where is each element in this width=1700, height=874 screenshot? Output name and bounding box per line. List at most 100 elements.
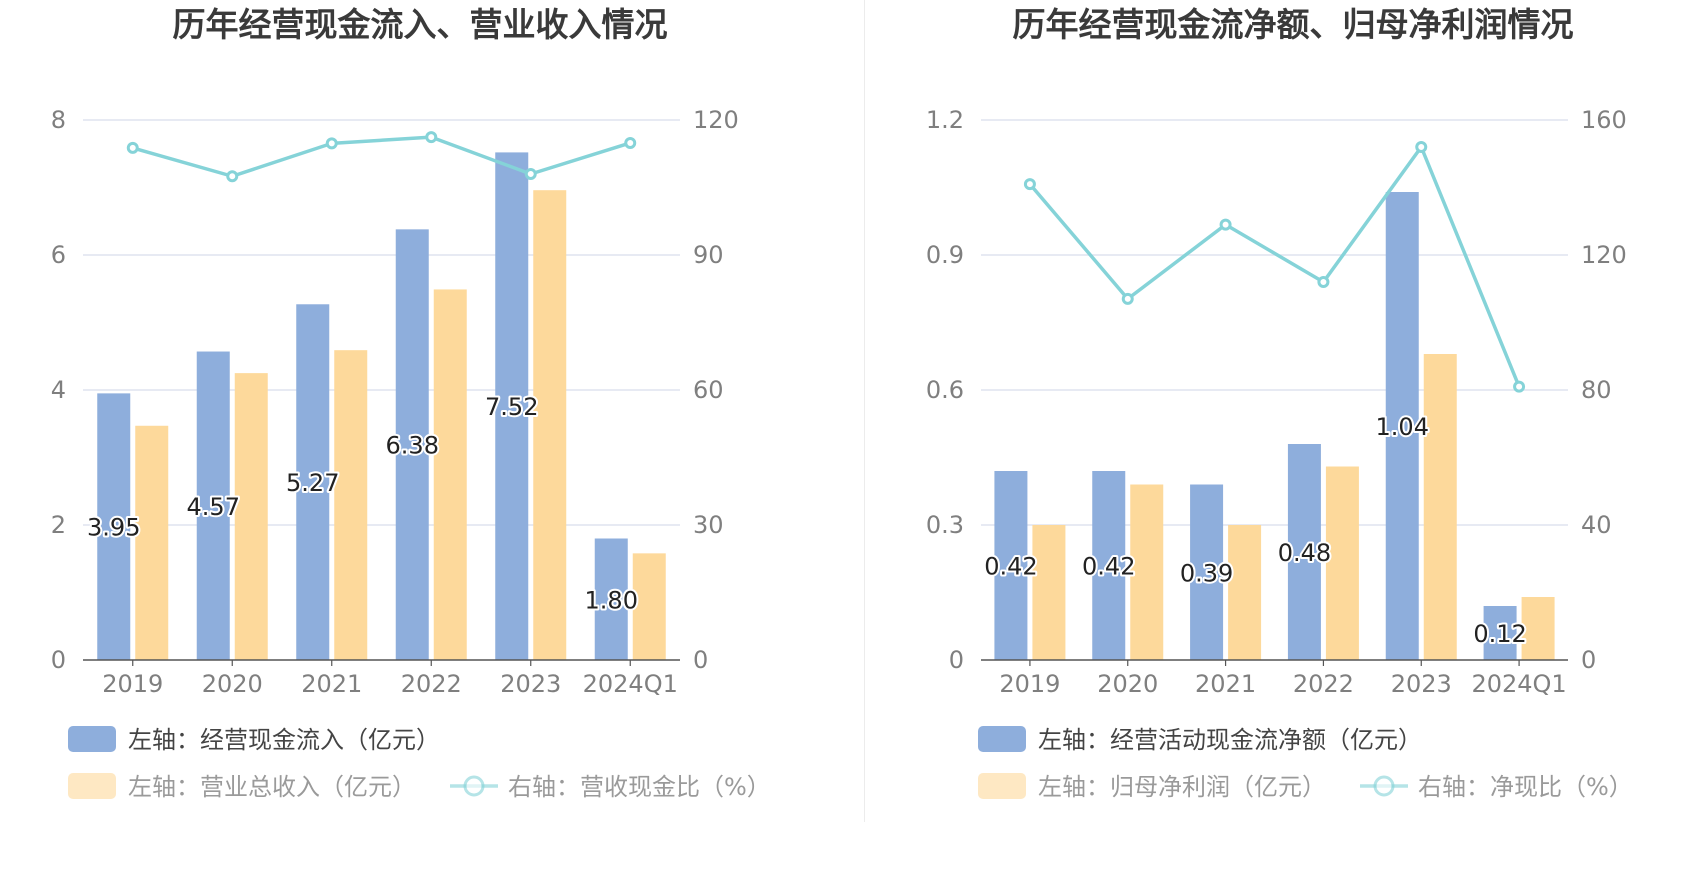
y-left-tick-label: 0.3 [926, 511, 964, 539]
data-label: 0.48 [1278, 539, 1331, 567]
legend-label: 左轴：经营活动现金流净额（亿元） [1038, 726, 1422, 754]
data-label: 1.80 [585, 586, 638, 614]
y-left-tick-label: 1.2 [926, 106, 964, 134]
line-point [524, 168, 537, 180]
chart-title: 历年经营现金流净额、归母净利润情况 [1013, 5, 1574, 44]
y-right-tick-label: 30 [693, 511, 724, 539]
bar-primary [97, 393, 131, 660]
line-point [325, 137, 338, 150]
chart-panel-cash-inflow: 历年经营现金流入、营业收入情况 0 0 2 30 4 60 6 90 8 120 2019 2020 20… [51, 5, 771, 801]
y-right-tick-label: 0 [1581, 646, 1596, 674]
x-tick-label: 2022 [401, 670, 462, 698]
bar-secondary [1325, 466, 1359, 660]
bar-primary [1092, 471, 1126, 660]
legend-label: 左轴：归母净利润（亿元） [1038, 773, 1326, 801]
bar-secondary [234, 373, 268, 660]
bar-secondary [1032, 525, 1066, 660]
panel-divider [864, 0, 865, 822]
bar-primary [1190, 484, 1224, 660]
bar-secondary [1423, 354, 1457, 660]
y-right-tick-label: 80 [1581, 376, 1612, 404]
data-label: 5.27 [286, 469, 339, 497]
legend-label: 右轴：营收现金比（%） [508, 773, 771, 801]
line-point [624, 136, 637, 149]
chart-cash-inflow-revenue: 历年经营现金流入、营业收入情况 0 0 2 30 4 60 6 90 8 120 2019 2020 20… [51, 5, 771, 801]
bar-secondary [1521, 597, 1555, 660]
line-point [425, 131, 438, 144]
legend-swatch-bar-secondary [68, 773, 116, 799]
data-label: 0.42 [984, 553, 1037, 581]
y-left-tick-label: 0 [949, 646, 964, 674]
legend-swatch-bar-primary [68, 726, 116, 752]
x-tick-label: 2024Q1 [1471, 670, 1566, 698]
data-label: 0.42 [1082, 553, 1135, 581]
y-left-tick-label: 2 [51, 511, 66, 539]
y-right-tick-label: 40 [1581, 511, 1612, 539]
legend-label: 左轴：经营现金流入（亿元） [128, 726, 440, 754]
x-tick-label: 2020 [202, 670, 263, 698]
x-tick-label: 2022 [1293, 670, 1354, 698]
bar-primary [1385, 192, 1419, 660]
data-label: 0.12 [1473, 620, 1526, 648]
bar-primary [196, 351, 230, 660]
bar-secondary [334, 350, 368, 660]
y-left-tick-label: 6 [51, 241, 66, 269]
x-tick-label: 2019 [102, 670, 163, 698]
y-left-tick-label: 0.6 [926, 376, 964, 404]
bar-secondary [135, 425, 169, 660]
legend-swatch-bar-secondary [978, 773, 1026, 799]
line-point [1023, 178, 1036, 191]
line-point [1415, 141, 1428, 153]
bar-primary [1287, 444, 1321, 660]
chart-panel-net-cash: 历年经营现金流净额、归母净利润情况 0 0 0.3 40 0.6 80 0.9 120 1.2 16… [866, 0, 1700, 874]
series-line [1028, 145, 1521, 388]
y-right-tick-label: 120 [1581, 241, 1627, 269]
data-label: 6.38 [386, 432, 439, 460]
bar-secondary [632, 553, 666, 660]
legend-swatch-line-point [463, 775, 485, 797]
chart-net-cash-profit: 历年经营现金流净额、归母净利润情况 0 0 0.3 40 0.6 80 0.9 120 1.2 16… [926, 5, 1633, 801]
legend-label: 左轴：营业总收入（亿元） [128, 773, 416, 801]
y-right-tick-label: 160 [1581, 106, 1627, 134]
line-point [1513, 380, 1526, 393]
bar-primary [594, 538, 628, 660]
line-point [1121, 292, 1134, 305]
bar-primary [296, 304, 330, 660]
series-line [132, 135, 631, 178]
y-left-tick-label: 0 [51, 646, 66, 674]
x-tick-label: 2021 [1195, 670, 1256, 698]
bar-secondary [1228, 525, 1262, 660]
x-tick-label: 2023 [1391, 670, 1452, 698]
bar-primary [1483, 606, 1517, 660]
y-right-tick-label: 0 [693, 646, 708, 674]
line-point [1317, 276, 1330, 288]
line-point [126, 141, 139, 154]
data-label: 0.39 [1180, 559, 1233, 587]
y-right-tick-label: 90 [693, 241, 724, 269]
data-label: 7.52 [485, 393, 538, 421]
x-tick-label: 2019 [999, 670, 1060, 698]
bar-secondary [433, 289, 467, 660]
data-label: 1.04 [1376, 413, 1429, 441]
y-left-tick-label: 0.9 [926, 241, 964, 269]
legend-swatch-bar-primary [978, 726, 1026, 752]
chart-title: 历年经营现金流入、营业收入情况 [173, 5, 668, 44]
bar-primary [994, 471, 1028, 660]
y-left-tick-label: 8 [51, 106, 66, 134]
y-right-tick-label: 120 [693, 106, 739, 134]
bar-secondary [1130, 484, 1164, 660]
x-tick-label: 2021 [301, 670, 362, 698]
y-left-tick-label: 4 [51, 376, 66, 404]
data-label: 3.95 [87, 514, 140, 542]
legend-label: 右轴：净现比（%） [1418, 773, 1633, 801]
bar-primary [495, 152, 529, 660]
data-label: 4.57 [187, 493, 240, 521]
bar-primary [395, 229, 429, 660]
line-point [1219, 218, 1232, 231]
y-right-tick-label: 60 [693, 376, 724, 404]
bar-secondary [533, 190, 567, 660]
x-tick-label: 2024Q1 [583, 670, 678, 698]
legend-swatch-line-point [1373, 775, 1395, 797]
x-tick-label: 2020 [1097, 670, 1158, 698]
